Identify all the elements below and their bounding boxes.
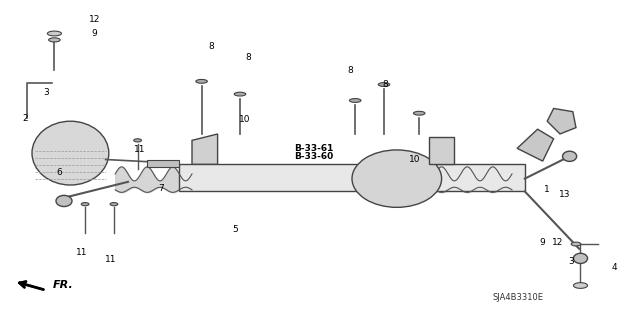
Ellipse shape (563, 151, 577, 161)
Text: 3: 3 (569, 257, 574, 266)
Text: 7: 7 (159, 184, 164, 193)
Text: SJA4B3310E: SJA4B3310E (493, 293, 544, 302)
Text: 3: 3 (44, 88, 49, 97)
Text: 11: 11 (105, 256, 116, 264)
Text: 10: 10 (409, 155, 420, 164)
Text: 5: 5 (233, 225, 238, 234)
Text: 11: 11 (134, 145, 145, 154)
Text: 10: 10 (239, 115, 250, 124)
Text: 8: 8 (383, 80, 388, 89)
Ellipse shape (234, 92, 246, 96)
Ellipse shape (349, 99, 361, 102)
Text: 4: 4 (612, 263, 617, 272)
Ellipse shape (572, 242, 581, 246)
Text: 8: 8 (209, 42, 214, 51)
Text: 1: 1 (545, 185, 550, 194)
Ellipse shape (47, 31, 61, 36)
Polygon shape (517, 129, 554, 161)
Ellipse shape (32, 121, 109, 185)
Ellipse shape (81, 203, 89, 206)
Ellipse shape (378, 83, 390, 86)
Ellipse shape (49, 38, 60, 42)
Ellipse shape (573, 283, 588, 288)
Ellipse shape (573, 253, 588, 263)
Text: 12: 12 (89, 15, 100, 24)
Polygon shape (547, 108, 576, 134)
Ellipse shape (134, 139, 141, 142)
Ellipse shape (196, 79, 207, 83)
Ellipse shape (352, 150, 442, 207)
Text: 2: 2 (23, 114, 28, 122)
Bar (179, 164, 525, 191)
Text: FR.: FR. (52, 280, 73, 290)
Text: 8: 8 (246, 53, 251, 62)
FancyArrowPatch shape (19, 281, 44, 290)
Text: B-33-60: B-33-60 (294, 152, 333, 161)
Polygon shape (192, 134, 218, 164)
Text: B-33-61: B-33-61 (294, 144, 333, 153)
Text: 11: 11 (76, 248, 88, 256)
Text: 6: 6 (57, 168, 62, 177)
Text: 8: 8 (348, 66, 353, 75)
Text: 12: 12 (552, 238, 564, 247)
Polygon shape (429, 137, 454, 164)
Ellipse shape (413, 111, 425, 115)
Ellipse shape (56, 195, 72, 207)
Ellipse shape (110, 203, 118, 206)
Text: 9: 9 (92, 29, 97, 38)
Text: 13: 13 (559, 190, 570, 199)
Bar (147, 160, 179, 167)
Text: 9: 9 (540, 238, 545, 247)
